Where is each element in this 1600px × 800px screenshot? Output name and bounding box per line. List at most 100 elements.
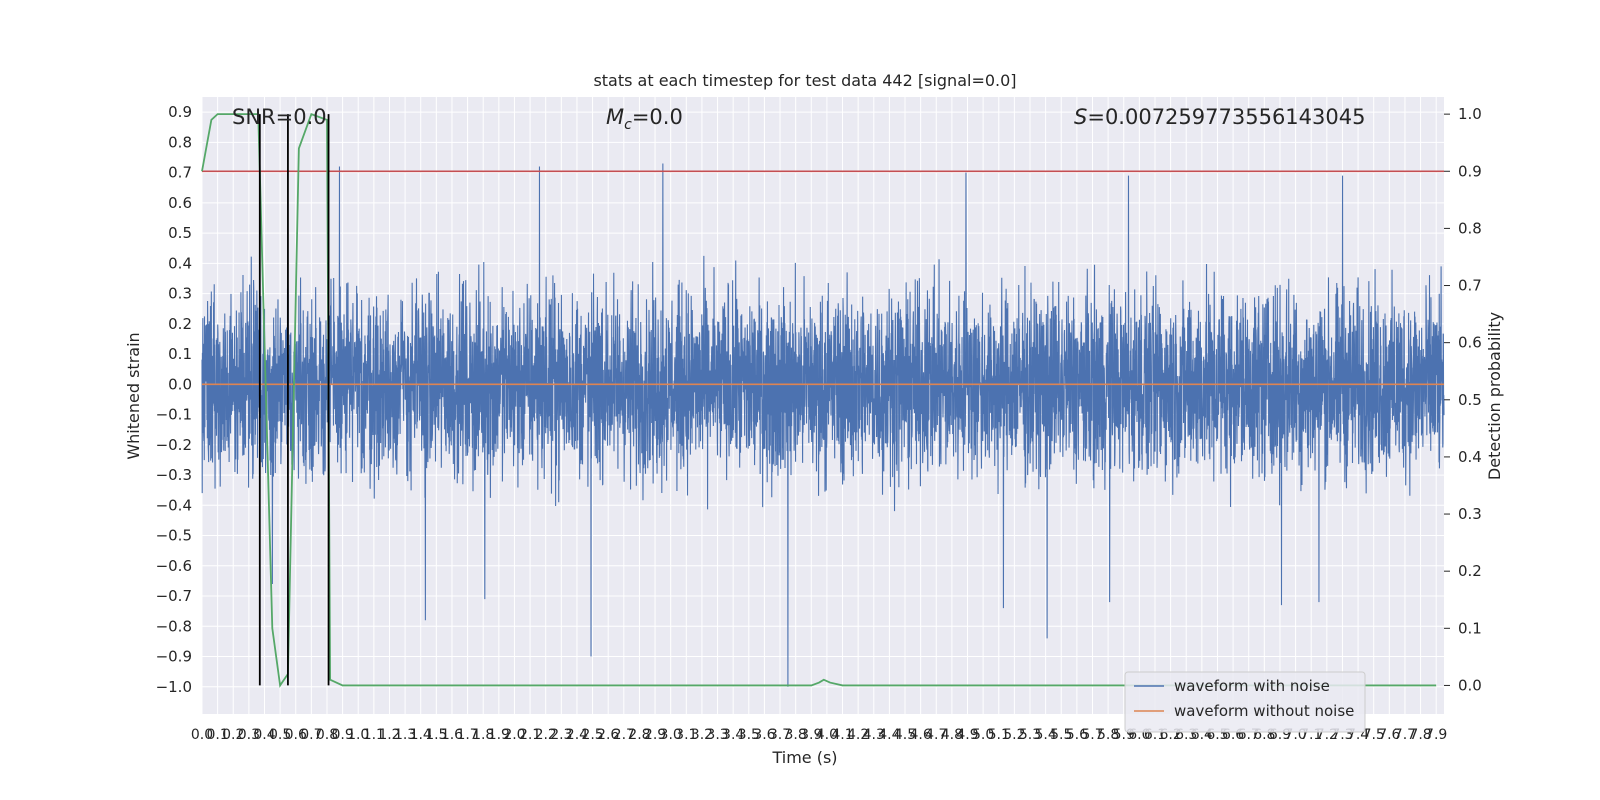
x-tick-label: 7.7 [1394, 727, 1416, 743]
y-tick-label: 0.4 [168, 254, 192, 272]
mc-subscript: c [624, 117, 632, 133]
x-tick-label: 5.8 [1097, 727, 1119, 743]
mc-symbol: M [606, 105, 624, 129]
x-tick-label: 2.7 [613, 727, 635, 743]
y-tick-label: −0.9 [156, 648, 192, 666]
snr-annotation: SNR=0.0 [232, 105, 327, 129]
y-tick-label: −1.0 [156, 678, 192, 696]
y-tick-label: −0.7 [156, 587, 192, 605]
x-tick-label: 1.4 [410, 727, 432, 743]
x-tick-label: 0.9 [331, 727, 353, 743]
y2-axis-label: Detection probability [1485, 312, 1504, 480]
y2-tick-label: 0.4 [1458, 448, 1482, 466]
x-tick-label: 3.7 [769, 727, 791, 743]
y2-tick-label: 0.3 [1458, 505, 1482, 523]
legend-label-with-noise: waveform with noise [1174, 677, 1330, 695]
x-tick-label: 3.8 [785, 727, 807, 743]
y-tick-label: 0.0 [168, 375, 192, 393]
x-tick-label: 2.6 [597, 727, 619, 743]
x-tick-label: 2.4 [566, 727, 588, 743]
x-tick-label: 4.2 [847, 727, 869, 743]
x-tick-label: 3.6 [753, 727, 775, 743]
x-tick-label: 4.0 [816, 727, 838, 743]
y-tick-label: 0.3 [168, 285, 192, 303]
x-tick-label: 3.4 [722, 727, 744, 743]
y-tick-label: 0.1 [168, 345, 192, 363]
y-tick-label: −0.2 [156, 436, 192, 454]
legend-box [1124, 671, 1366, 733]
y2-tick-label: 0.5 [1458, 391, 1482, 409]
x-tick-label: 2.0 [503, 727, 525, 743]
x-tick-label: 5.6 [1066, 727, 1088, 743]
x-tick-label: 1.2 [378, 727, 400, 743]
legend: waveform with noise waveform without noi… [1124, 671, 1366, 733]
x-axis-label: Time (s) [771, 748, 837, 767]
y2-tick-label: 0.2 [1458, 562, 1482, 580]
y2-tick-label: 0.8 [1458, 219, 1482, 237]
x-tick-label: 3.2 [691, 727, 713, 743]
x-tick-label: 2.2 [535, 727, 557, 743]
y-tick-label: −0.1 [156, 406, 192, 424]
vertical-markers [258, 114, 330, 686]
x-tick-label: 0.3 [238, 727, 260, 743]
x-tick-label: 1.9 [488, 727, 510, 743]
x-tick-label: 1.8 [472, 727, 494, 743]
x-tick-label: 0.8 [316, 727, 338, 743]
x-tick-label: 7.5 [1363, 727, 1385, 743]
y-tick-label: −0.4 [156, 496, 192, 514]
x-tick-label: 3.1 [675, 727, 697, 743]
x-tick-label: 1.3 [394, 727, 416, 743]
x-tick-label: 5.2 [1003, 727, 1025, 743]
x-tick-label: 1.6 [441, 727, 463, 743]
x-tick-label: 2.9 [644, 727, 666, 743]
y-tick-label: 0.5 [168, 224, 192, 242]
series-waveform-with-noise [201, 163, 1445, 687]
x-tick-label: 0.5 [269, 727, 291, 743]
x-tick-label: 5.5 [1050, 727, 1072, 743]
y2-tick-label: 0.6 [1458, 334, 1482, 352]
y2-tick-label: 1.0 [1458, 105, 1482, 123]
x-tick-label: 2.1 [519, 727, 541, 743]
y2-tick-label: 0.7 [1458, 277, 1482, 295]
x-tick-label: 4.3 [863, 727, 885, 743]
y2-tick-label: 0.0 [1458, 676, 1482, 694]
x-tick-label: 3.0 [660, 727, 682, 743]
y2-tick-label: 0.9 [1458, 162, 1482, 180]
x-tick-label: 5.7 [1081, 727, 1103, 743]
x-tick-label: 4.4 [878, 727, 900, 743]
x-tick-label: 2.8 [628, 727, 650, 743]
x-tick-label: 1.7 [456, 727, 478, 743]
mc-value: =0.0 [632, 105, 683, 129]
x-tick-label: 2.3 [550, 727, 572, 743]
series-detection-probability [201, 112, 1437, 688]
x-tick-label: 4.6 [910, 727, 932, 743]
y-tick-label: 0.7 [168, 164, 192, 182]
y-tick-label: −0.3 [156, 466, 192, 484]
x-tick-label: 1.1 [363, 727, 385, 743]
y2-ticks: 0.0 0.1 0.2 0.3 0.4 0.5 0.6 0.7 0.8 0.9 1.0 [1444, 105, 1482, 694]
y-tick-label: 0.9 [168, 103, 192, 121]
x-tick-label: 7.8 [1409, 727, 1431, 743]
y-tick-label: 0.2 [168, 315, 192, 333]
y2-tick-label: 0.1 [1458, 619, 1482, 637]
y-tick-label: 0.8 [168, 133, 192, 151]
x-tick-label: 5.3 [1019, 727, 1041, 743]
chirp-mass-annotation: Mc=0.0 [606, 105, 683, 133]
x-tick-label: 5.0 [972, 727, 994, 743]
x-tick-label: 3.5 [738, 727, 760, 743]
x-tick-label: 2.5 [581, 727, 603, 743]
x-tick-label: 5.4 [1034, 727, 1056, 743]
x-tick-label: 0.7 [300, 727, 322, 743]
x-tick-label: 5.1 [988, 727, 1010, 743]
x-tick-label: 0.2 [222, 727, 244, 743]
y-tick-label: −0.5 [156, 527, 192, 545]
legend-label-without-noise: waveform without noise [1174, 702, 1354, 720]
x-tick-label: 7.9 [1425, 727, 1447, 743]
x-tick-label: 3.3 [706, 727, 728, 743]
x-tick-label: 1.5 [425, 727, 447, 743]
y-tick-label: −0.6 [156, 557, 192, 575]
s-value: =0.007259773556143045 [1087, 105, 1365, 129]
x-tick-label: 3.9 [800, 727, 822, 743]
x-tick-label: 4.8 [941, 727, 963, 743]
